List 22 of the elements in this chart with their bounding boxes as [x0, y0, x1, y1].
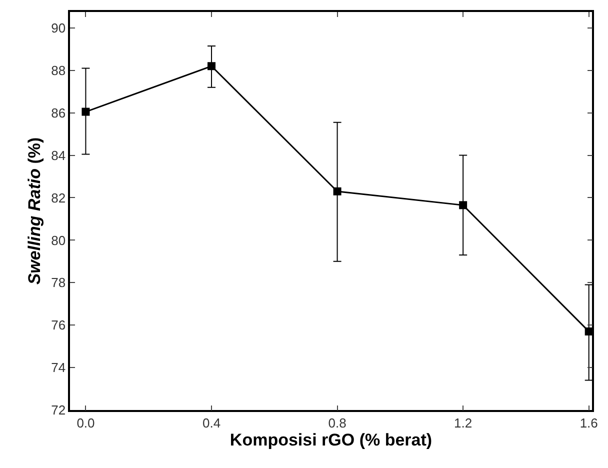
point — [82, 108, 90, 116]
x-axis-title: Komposisi rGO (% berat) — [230, 430, 432, 450]
y-tick-label: 80 — [51, 232, 66, 248]
x-tick-label: 0.0 — [76, 415, 95, 430]
y-axis-title: Swelling Ratio (%) — [25, 137, 44, 285]
x-tick-label: 1.6 — [580, 415, 598, 430]
point — [584, 327, 592, 336]
y-tick-label: 82 — [51, 190, 66, 206]
point — [459, 201, 468, 210]
y-tick-label: 90 — [51, 20, 66, 36]
x-tick-label: 1.2 — [454, 415, 472, 430]
point — [208, 62, 216, 70]
y-tick-label: 74 — [51, 360, 66, 376]
y-tick-label: 78 — [51, 275, 66, 290]
x-tick-label: 0.8 — [328, 415, 346, 430]
y-tick-label: 84 — [51, 148, 66, 163]
y-tick-label: 76 — [51, 318, 66, 333]
y-tick-label: 72 — [51, 402, 66, 418]
y-tick-label: 88 — [51, 62, 66, 78]
x-tick-label: 0.4 — [202, 415, 221, 430]
point — [333, 187, 342, 196]
y-tick-label: 86 — [51, 105, 66, 120]
